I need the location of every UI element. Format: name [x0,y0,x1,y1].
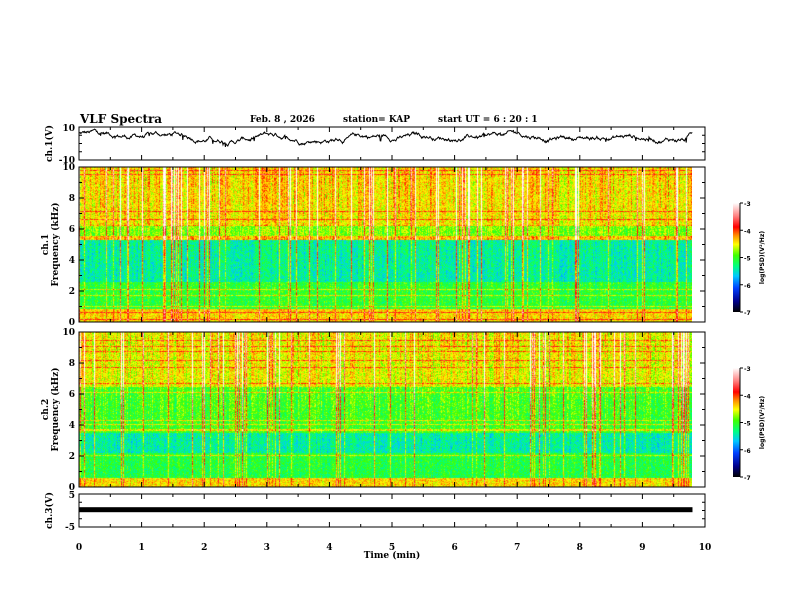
x-tick-label: 8 [577,543,583,553]
y-tick-label: -5 [65,523,75,533]
y-tick-label: 6 [69,390,75,400]
colorbar-tick-label: -7 [744,310,751,317]
x-tick-label: 3 [264,543,270,553]
x-tick-label: 2 [201,543,207,553]
y-tick-label: 10 [62,328,75,338]
y-tick-label: 5 [69,491,75,501]
y-tick-label: 4 [69,256,75,266]
ylabel-channel: ch.2 [41,399,51,420]
colorbar-label: log(PSD)(V²/Hz) [759,231,766,284]
y-tick-label: 6 [69,225,75,235]
y-tick-label: 2 [69,287,75,297]
colorbar-tick-label: -5 [744,421,751,428]
x-tick-label: 9 [639,543,645,553]
ylabel-waveform: ch.3(V) [44,492,55,529]
colorbar-tick-label: -6 [744,283,751,290]
colorbar-1 [733,203,740,312]
colorbar-tick-label: -6 [744,448,751,455]
x-tick-label: 10 [699,543,712,553]
y-tick-label: 0 [69,318,75,328]
x-tick-label: 1 [138,543,144,553]
x-tick-label: 7 [514,543,520,553]
colorbar-tick-label: -5 [744,256,751,263]
colorbar-tick-label: -4 [744,228,751,235]
y-tick-label: 2 [69,452,75,462]
y-tick-label: 10 [62,163,75,173]
chart-title: VLF Spectra [80,112,163,126]
y-tick-label: 4 [69,421,75,431]
colorbar-tick-label: -3 [744,201,751,208]
ch2-spectrogram-image [79,332,692,487]
colorbar-tick-label: -3 [744,366,751,373]
x-tick-label: 5 [389,543,395,553]
colorbar-label: log(PSD)(V²/Hz) [759,396,766,449]
x-tick-label: 0 [76,543,82,553]
ylabel-frequency: Frequency (kHz) [50,367,61,451]
y-tick-label: -10 [59,156,75,166]
colorbar-2 [733,368,740,477]
x-tick-label: 6 [451,543,457,553]
colorbar-tick-label: -7 [744,475,751,482]
ch1-spectrogram-image [79,167,692,322]
ch1-waveform-trace [78,128,693,148]
station-label: station= KAP [343,115,411,125]
y-tick-label: 8 [69,359,75,369]
ch3-waveform-trace [79,507,693,513]
x-axis-label: Time (min) [364,550,421,561]
y-tick-label: 8 [69,194,75,204]
start-time-label: start UT = 6 : 20 : 1 [438,115,538,125]
date-label: Feb. 8 , 2026 [250,115,315,125]
y-tick-label: 10 [62,124,75,134]
ylabel-waveform: ch.1(V) [44,125,55,162]
colorbar-tick-label: -4 [744,393,751,400]
x-tick-label: 4 [326,543,332,553]
ylabel-channel: ch.1 [41,234,51,255]
ylabel-frequency: Frequency (kHz) [50,202,61,286]
y-tick-label: 0 [69,483,75,493]
